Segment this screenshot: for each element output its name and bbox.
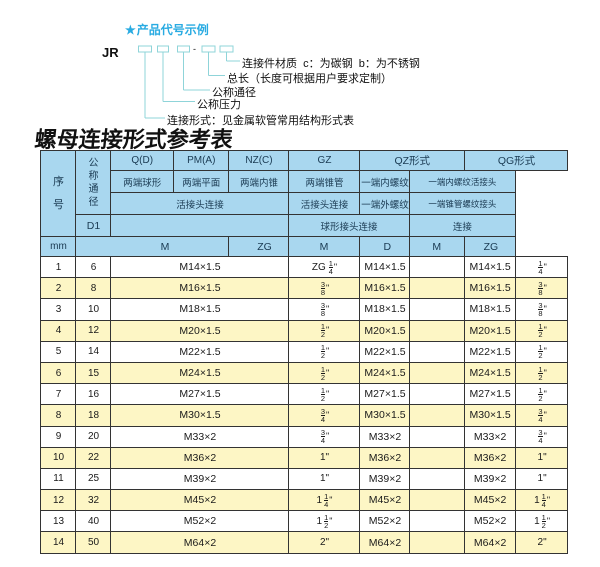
svg-text:-: -: [193, 44, 196, 54]
